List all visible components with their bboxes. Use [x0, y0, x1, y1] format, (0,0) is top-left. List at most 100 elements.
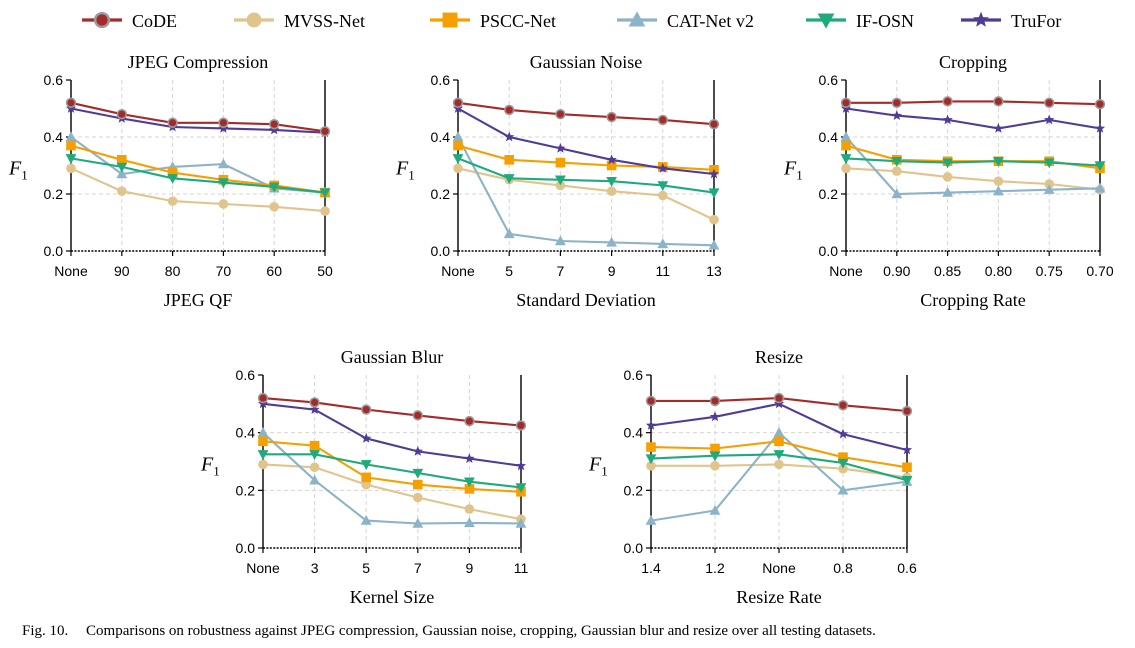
data-point-cat-net-v2 [709, 504, 721, 515]
legend-marker-if-osn [817, 13, 835, 29]
x-tick-label: 70 [216, 263, 232, 279]
chart-title: JPEG Compression [128, 52, 269, 72]
data-point-pscc-net [258, 436, 268, 447]
data-point-code [1094, 99, 1106, 110]
series-line-mvss-net [70, 167, 326, 213]
x-tick-label: 90 [114, 263, 130, 279]
data-point-pscc-net [710, 443, 720, 454]
series-line-code [846, 100, 1101, 106]
x-tick-label: 0.70 [1086, 263, 1113, 279]
series-line-trufor [845, 107, 1101, 130]
data-point-code [309, 397, 320, 408]
data-point-pscc-net [309, 440, 320, 451]
data-point-mvss-net [1044, 179, 1054, 189]
legend-label-mvss-net: MVSS-Net [284, 11, 365, 31]
series-line-if-osn [263, 453, 522, 489]
y-axis-label: F1 [588, 454, 608, 479]
series-line-pscc-net [70, 144, 326, 194]
chart-gaussian-blur: 0.0 0.2 0.4 0.6 None 3 5 7 9 11 Gaussian Blur Kerne… [200, 347, 528, 607]
caption-text: Comparisons on robustness against JPEG c… [86, 623, 876, 639]
series-line-if-osn [845, 157, 1101, 167]
data-point-cat-net-v2 [773, 427, 785, 437]
x-tick-label: 60 [266, 263, 282, 279]
data-point-if-osn [309, 450, 320, 460]
data-point-code [452, 97, 464, 109]
y-tick-label: 0.2 [819, 186, 839, 202]
y-axis-label: F1 [200, 454, 220, 479]
data-point-code [65, 97, 77, 109]
data-point-if-osn [645, 454, 657, 465]
data-point-cat-net-v2 [837, 484, 849, 495]
series-line-code [70, 101, 326, 133]
y-tick-label: 0.2 [236, 482, 256, 498]
y-tick-label: 0.6 [819, 72, 839, 88]
y-tick-label: 0.6 [624, 367, 644, 383]
data-point-cat-net-v2 [891, 188, 903, 199]
data-point-trufor [361, 433, 372, 443]
data-point-trufor [515, 460, 527, 471]
legend-item-cat-net-v2: CAT-Net v2 [617, 11, 754, 31]
series-trufor [65, 103, 331, 138]
series-trufor [645, 398, 913, 455]
data-point-code [257, 392, 269, 404]
data-point-code [645, 395, 657, 407]
x-tick-label: 1.2 [705, 560, 725, 576]
data-point-pscc-net [838, 452, 848, 462]
y-tick-label: 0.2 [44, 186, 64, 202]
data-point-mvss-net [993, 176, 1004, 186]
series-line-if-osn [457, 157, 715, 194]
data-point-trufor [464, 453, 475, 463]
series-line-pscc-net [845, 144, 1101, 170]
data-point-cat-net-v2 [515, 517, 527, 528]
data-point-code [837, 400, 849, 411]
data-point-trufor [606, 154, 617, 165]
x-tick-label: 7 [414, 560, 422, 576]
data-point-mvss-net [413, 492, 423, 503]
data-point-if-osn [993, 157, 1004, 167]
figure: CoDE MVSS-Net PSCC-Net CAT-Net v2 IF-OSN TruF… [8, 11, 1114, 607]
data-point-mvss-net [167, 196, 178, 206]
legend-marker-mvss-net [246, 12, 262, 28]
data-point-mvss-net [453, 163, 463, 174]
data-point-code [464, 415, 475, 427]
series-line-pscc-net [262, 440, 522, 493]
data-point-if-osn [412, 468, 424, 479]
series-line-cat-net-v2 [845, 136, 1101, 196]
data-point-trufor [412, 446, 423, 456]
data-point-cat-net-v2 [257, 427, 269, 437]
series-pscc-net [841, 140, 1105, 174]
y-tick-label: 0.2 [624, 482, 644, 498]
data-point-trufor [709, 411, 721, 422]
data-point-mvss-net [709, 214, 719, 225]
data-point-code [840, 97, 852, 109]
data-point-if-osn [167, 174, 178, 184]
data-point-pscc-net [66, 140, 76, 151]
data-point-if-osn [901, 476, 913, 486]
data-point-mvss-net [606, 186, 617, 196]
y-tick-label: 0.0 [624, 540, 644, 556]
x-tick-label: 7 [557, 263, 565, 279]
series-trufor [257, 398, 527, 471]
chart-resize: 0.0 0.2 0.4 0.6 1.4 1.2 None 0.8 0.6 Resize Resize… [588, 347, 917, 607]
data-point-cat-net-v2 [116, 168, 128, 179]
series-mvss-net [453, 163, 719, 225]
y-tick-label: 0.6 [236, 367, 256, 383]
data-point-trufor [993, 123, 1004, 133]
data-point-pscc-net [841, 140, 851, 151]
data-point-if-osn [891, 157, 903, 167]
y-tick-label: 0.2 [431, 186, 451, 202]
y-axis-label: F1 [8, 158, 28, 183]
x-tick-label: 1.4 [641, 560, 661, 576]
y-tick-label: 0.0 [236, 540, 256, 556]
data-point-if-osn [65, 154, 77, 164]
y-tick-label: 0.0 [44, 243, 64, 259]
legend-marker-code [93, 11, 111, 29]
chart-title: Resize [755, 347, 803, 367]
data-point-if-osn [360, 460, 372, 470]
legend: CoDE MVSS-Net PSCC-Net CAT-Net v2 IF-OSN TruF… [82, 11, 1061, 31]
y-tick-label: 0.4 [819, 129, 839, 145]
data-point-trufor [257, 398, 269, 409]
data-point-code [942, 96, 953, 107]
data-point-if-osn [452, 154, 464, 164]
data-point-code [218, 117, 229, 128]
